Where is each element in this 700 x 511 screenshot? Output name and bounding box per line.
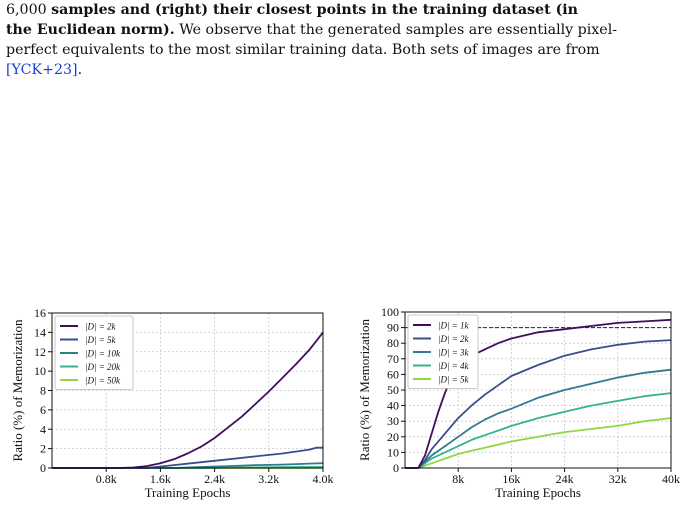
x-tick-label: 2.4k bbox=[204, 472, 225, 486]
x-tick-label: 8k bbox=[452, 472, 464, 486]
y-axis-label: Ratio (%) of Memorization bbox=[357, 319, 372, 461]
caption-bold-text: the Euclidean norm). bbox=[6, 22, 175, 38]
y-tick-label: 10 bbox=[387, 445, 399, 459]
legend-box bbox=[54, 315, 134, 390]
y-tick-label: 100 bbox=[381, 305, 399, 319]
y-tick-label: 40 bbox=[387, 399, 399, 413]
y-tick-label: 2 bbox=[40, 442, 46, 456]
x-tick-label: 0.8k bbox=[96, 472, 117, 486]
series-line bbox=[405, 392, 672, 469]
legend-entry: |D| = 2k bbox=[438, 334, 470, 344]
y-tick-label: 60 bbox=[387, 367, 399, 381]
y-tick-label: 12 bbox=[34, 345, 46, 359]
legend-entry: |D| = 5k bbox=[85, 335, 117, 345]
series-line bbox=[405, 368, 672, 469]
legend-entry: |D| = 5k bbox=[438, 375, 470, 385]
x-tick-label: 40k bbox=[662, 472, 680, 486]
caption-bold-text: samples and (right) their closest points… bbox=[51, 2, 578, 18]
chart-left: 0.8k 1.6k 2.4k 3.2k 4.0k 0 2 4 6 8 10 12 14 16 Trainin… bbox=[10, 306, 334, 500]
series-line bbox=[405, 339, 672, 469]
legend-entry: |D| = 3k bbox=[438, 348, 470, 358]
legend-entry: |D| = 50k bbox=[85, 376, 121, 386]
x-tick-label: 1.6k bbox=[150, 472, 171, 486]
caption-text: . bbox=[77, 62, 83, 78]
y-tick-label: 16 bbox=[34, 306, 46, 320]
y-tick-label: 14 bbox=[34, 325, 46, 339]
y-tick-label: 90 bbox=[387, 321, 399, 335]
series-line bbox=[405, 417, 672, 469]
series-line bbox=[52, 446, 323, 469]
x-tick-label: 24k bbox=[556, 472, 574, 486]
caption-text: perfect equivalents to the most similar … bbox=[6, 42, 600, 58]
y-tick-label: 0 bbox=[40, 461, 46, 475]
x-axis-label: Training Epochs bbox=[495, 485, 581, 500]
series-line bbox=[52, 331, 324, 469]
caption-line-1: 6,000 samples and (right) their closest … bbox=[6, 0, 694, 20]
y-tick-label: 30 bbox=[387, 414, 399, 428]
caption-text: We observe that the generated samples ar… bbox=[174, 22, 618, 38]
legend-entry: |D| = 2k bbox=[85, 322, 117, 332]
y-tick-label: 6 bbox=[40, 403, 46, 417]
x-tick-label: 3.2k bbox=[258, 472, 279, 486]
y-tick-label: 4 bbox=[40, 422, 46, 436]
caption-line-3: perfect equivalents to the most similar … bbox=[6, 40, 694, 60]
citation-link[interactable]: [YCK+23] bbox=[6, 62, 78, 78]
x-tick-label: 16k bbox=[502, 472, 520, 486]
y-tick-label: 50 bbox=[387, 383, 399, 397]
y-tick-label: 80 bbox=[387, 336, 399, 350]
y-tick-label: 10 bbox=[34, 364, 46, 378]
legend: |D| = 2k |D| = 5k |D| = 10k |D| = 20k |D| = … bbox=[54, 315, 134, 390]
caption-text: 6,000 bbox=[6, 2, 52, 18]
legend-entry: |D| = 4k bbox=[438, 361, 470, 371]
x-axis-label: Training Epochs bbox=[145, 485, 231, 500]
legend-entry: |D| = 20k bbox=[85, 362, 121, 372]
y-tick-label: 70 bbox=[387, 352, 399, 366]
x-tick-label: 4.0k bbox=[313, 472, 334, 486]
legend-box bbox=[407, 314, 479, 389]
y-tick-label: 0 bbox=[393, 461, 399, 475]
y-tick-label: 20 bbox=[387, 430, 399, 444]
caption-line-2: the Euclidean norm). We observe that the… bbox=[6, 20, 694, 40]
y-tick-label: 8 bbox=[40, 384, 46, 398]
y-axis-label: Ratio (%) of Memorization bbox=[10, 319, 25, 461]
figure-caption: 6,000 samples and (right) their closest … bbox=[6, 0, 694, 80]
legend-entry: |D| = 1k bbox=[438, 321, 470, 331]
caption-line-4: [YCK+23]. bbox=[6, 60, 694, 80]
legend: |D| = 1k |D| = 2k |D| = 3k |D| = 4k |D| = 5k bbox=[407, 314, 479, 389]
x-tick-label: 32k bbox=[609, 472, 627, 486]
legend-entry: |D| = 10k bbox=[85, 349, 121, 359]
